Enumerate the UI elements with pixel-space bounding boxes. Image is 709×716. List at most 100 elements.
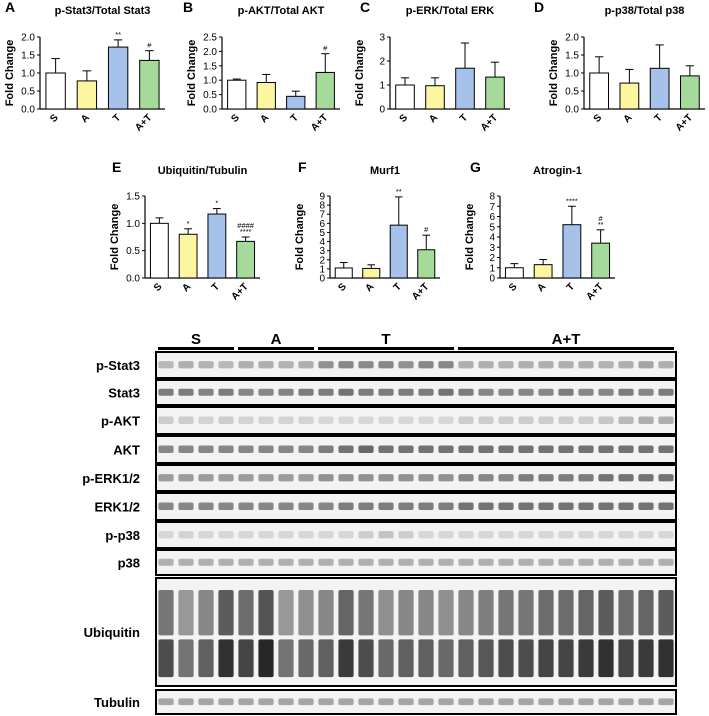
blot-band (218, 590, 234, 636)
bar-f (389, 224, 408, 279)
chart-title-c: p-ERK/Total ERK (406, 5, 494, 17)
bar-f (362, 267, 381, 279)
blot-band (298, 639, 314, 678)
bar-b (315, 71, 335, 110)
blot-band (198, 558, 214, 566)
blot-row-label: p-ERK1/2 (82, 471, 140, 486)
blot-band (158, 416, 174, 425)
blot-band (638, 361, 654, 369)
blot-band (618, 590, 634, 636)
blot-group-bar (318, 347, 454, 350)
x-tick-label-c: S (398, 112, 411, 125)
blot-band (518, 445, 534, 454)
blot-band (638, 388, 654, 396)
blot-band (478, 474, 494, 482)
blot-band (238, 639, 254, 678)
significance-marker-e: * (187, 219, 190, 228)
blot-band (218, 502, 234, 511)
bar-b (256, 82, 276, 110)
blot-band (418, 590, 434, 636)
bar-c (425, 85, 445, 110)
blot-band (198, 445, 214, 454)
blot-band (298, 502, 314, 511)
blot-frame (155, 351, 677, 379)
blot-band (378, 590, 394, 636)
y-axis-label-d: Fold Change (548, 40, 560, 107)
bar-d (679, 75, 700, 110)
blot-band (158, 474, 174, 482)
x-tick-label-g: T (565, 281, 577, 293)
blot-band (458, 531, 474, 539)
y-tick-label-d: 1.5 (565, 51, 579, 62)
blot-band (438, 416, 454, 425)
blot-band (418, 445, 434, 454)
blot-band (358, 639, 374, 678)
bar-d (589, 72, 610, 110)
blot-band (538, 531, 554, 539)
blot-band (578, 361, 594, 369)
blot-band (278, 639, 294, 678)
y-axis-label-e: Fold Change (109, 204, 121, 271)
blot-band (558, 639, 574, 678)
western-blot-panel: S A T A+T p-Stat3 Stat3 p-AKT AKT p-ERK1/2 ERK1/2… (82, 331, 677, 715)
blot-band (658, 416, 674, 425)
blot-band (198, 388, 214, 396)
blot-band (458, 474, 474, 482)
x-tick-label-g: A (535, 281, 548, 294)
blot-band (258, 388, 274, 396)
y-tick-label-c: 0 (379, 105, 385, 116)
blot-row: Tubulin (94, 689, 677, 715)
blot-band (658, 445, 674, 454)
blot-band (358, 445, 374, 454)
blot-band (218, 531, 234, 539)
blot-band (318, 416, 334, 425)
blot-band (398, 590, 414, 636)
blot-band (238, 502, 254, 511)
blot-frame (155, 406, 677, 435)
bar-g (591, 242, 611, 279)
blot-band (358, 502, 374, 511)
blot-group-label: A+T (552, 331, 581, 348)
blot-band (558, 361, 574, 369)
blot-band (538, 590, 554, 636)
blot-band (538, 502, 554, 511)
blot-band (298, 474, 314, 482)
blot-band (558, 474, 574, 482)
blot-band (598, 531, 614, 539)
bar-a (139, 59, 160, 110)
blot-band (358, 388, 374, 396)
blot-band (458, 502, 474, 511)
blot-band (638, 445, 654, 454)
blot-band (278, 388, 294, 396)
blot-group-label: A (271, 331, 282, 348)
blot-band (398, 698, 414, 706)
y-tick-label-e: 1.5 (126, 192, 140, 203)
blot-band (258, 698, 274, 706)
blot-band (598, 502, 614, 511)
y-tick-label-f: 6 (319, 219, 325, 230)
significance-marker-e: **** (240, 227, 252, 236)
blot-band (658, 361, 674, 369)
blot-band (358, 590, 374, 636)
blot-band (178, 361, 194, 369)
blot-band (178, 445, 194, 454)
blot-row: p-ERK1/2 (82, 464, 677, 492)
blot-band (198, 361, 214, 369)
blot-band (398, 445, 414, 454)
x-tick-label-f: S (336, 281, 349, 294)
panel-letter-b: B (183, 0, 193, 15)
blot-group-bar (158, 347, 234, 350)
significance-marker-a: ** (115, 30, 121, 39)
blot-band (538, 361, 554, 369)
blot-band (478, 639, 494, 678)
blot-band (218, 388, 234, 396)
x-tick-label-b: S (229, 112, 242, 125)
significance-marker-e: * (215, 199, 218, 208)
blot-row-label: Tubulin (94, 695, 140, 710)
y-tick-label-f: 3 (319, 246, 325, 257)
blot-band (198, 416, 214, 425)
blot-band (638, 474, 654, 482)
y-axis-label-f: Fold Change (294, 204, 306, 271)
blot-band (258, 361, 274, 369)
